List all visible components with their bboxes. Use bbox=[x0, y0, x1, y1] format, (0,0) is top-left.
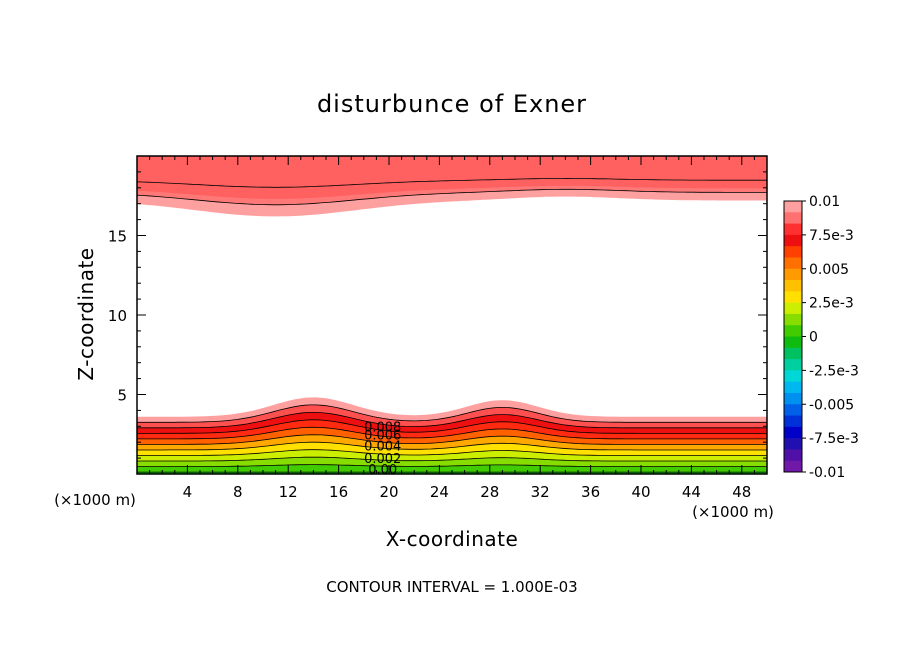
contour-line bbox=[137, 434, 767, 445]
contour-line bbox=[136, 188, 767, 206]
colorbar-label: 7.5e-3 bbox=[809, 228, 854, 244]
contour-label: 0.002 bbox=[364, 452, 401, 467]
colorbar-swatch bbox=[784, 212, 802, 225]
y-axis-ticks: 5 10 15 bbox=[108, 171, 767, 459]
x-tick-label: 20 bbox=[379, 483, 398, 501]
x-tick-label: 44 bbox=[682, 483, 701, 501]
x-tick-label: 16 bbox=[329, 483, 348, 501]
contour-lines bbox=[136, 177, 767, 473]
y-tick-label: 10 bbox=[108, 307, 127, 325]
colorbar-label: -2.5e-3 bbox=[809, 363, 859, 379]
y-tick-label: 5 bbox=[117, 387, 127, 405]
contour-band bbox=[137, 464, 767, 474]
x-tick-label: 28 bbox=[480, 483, 499, 501]
x-unit-right: (×1000 m) bbox=[692, 503, 774, 521]
y-axis-title: Z-coordinate bbox=[74, 247, 98, 380]
contour-line bbox=[137, 426, 767, 440]
colorbar-swatch bbox=[784, 426, 802, 439]
colorbar-swatch bbox=[784, 325, 802, 337]
contour-line bbox=[137, 464, 767, 467]
colorbar-swatch bbox=[784, 404, 802, 417]
colorbar-swatch bbox=[784, 336, 802, 349]
contour-line bbox=[137, 419, 767, 434]
x-tick-label: 4 bbox=[183, 483, 193, 501]
colorbar-swatch bbox=[784, 415, 802, 428]
contour-label: 0.008 bbox=[364, 420, 401, 435]
colorbar-swatch bbox=[784, 359, 802, 371]
contour-interval-note: CONTOUR INTERVAL = 1.000E-03 bbox=[326, 578, 577, 596]
contour-label: 0.006 bbox=[364, 428, 401, 443]
colorbar-swatch bbox=[784, 438, 802, 450]
x-tick-label: 32 bbox=[531, 483, 550, 501]
colorbar-swatch bbox=[784, 302, 802, 315]
colorbar-swatch bbox=[784, 257, 802, 270]
contour-line bbox=[137, 441, 767, 451]
colorbar-label: 0 bbox=[809, 330, 818, 346]
colorbar-swatch bbox=[784, 291, 802, 304]
contour-band bbox=[137, 156, 767, 194]
colorbar-label: 0.005 bbox=[809, 262, 849, 278]
colorbar-label: -7.5e-3 bbox=[809, 431, 859, 447]
colorbar-swatch bbox=[784, 381, 802, 394]
colorbar-label: 0.01 bbox=[809, 194, 840, 210]
colorbar-swatch bbox=[784, 449, 802, 462]
x-tick-label: 48 bbox=[732, 483, 751, 501]
colorbar-swatch bbox=[784, 201, 802, 213]
contour-line bbox=[137, 456, 767, 462]
colorbar: 0.01 7.5e-3 0.005 2.5e-3 0 -2.5e-3 -0.005 -7.5e… bbox=[783, 194, 859, 481]
colorbar-label: 2.5e-3 bbox=[809, 296, 854, 312]
colorbar-label: -0.005 bbox=[809, 397, 854, 413]
chart-title: disturbunce of Exner bbox=[317, 90, 587, 118]
colorbar-swatch bbox=[784, 223, 802, 236]
contour-label: 0.00 bbox=[368, 463, 397, 478]
x-tick-label: 12 bbox=[279, 483, 298, 501]
colorbar-swatch bbox=[784, 234, 802, 247]
colorbar-swatch bbox=[784, 280, 802, 292]
contour-label: 0.004 bbox=[364, 439, 401, 454]
contour-line bbox=[136, 177, 767, 188]
x-axis-ticks: 4 8 12 16 20 24 28 32 36 40 44 48 bbox=[149, 156, 755, 501]
x-tick-label: 8 bbox=[233, 483, 243, 501]
contour-line bbox=[137, 404, 767, 423]
colorbar-swatch bbox=[784, 246, 802, 258]
contour-line bbox=[137, 449, 767, 456]
colorbar-swatch bbox=[784, 370, 802, 383]
contour-line bbox=[137, 412, 767, 429]
x-tick-label: 36 bbox=[581, 483, 600, 501]
colorbar-swatch bbox=[784, 313, 802, 326]
x-tick-label: 40 bbox=[631, 483, 650, 501]
x-axis-title: X-coordinate bbox=[386, 527, 519, 551]
colorbar-swatch bbox=[784, 392, 802, 405]
colorbar-swatch bbox=[784, 347, 802, 360]
y-tick-label: 15 bbox=[108, 228, 127, 246]
colorbar-swatch bbox=[784, 268, 802, 281]
x-tick-label: 24 bbox=[430, 483, 449, 501]
colorbar-swatch bbox=[784, 460, 802, 473]
x-unit-left: (×1000 m) bbox=[54, 491, 136, 509]
colorbar-label: -0.01 bbox=[809, 465, 845, 481]
